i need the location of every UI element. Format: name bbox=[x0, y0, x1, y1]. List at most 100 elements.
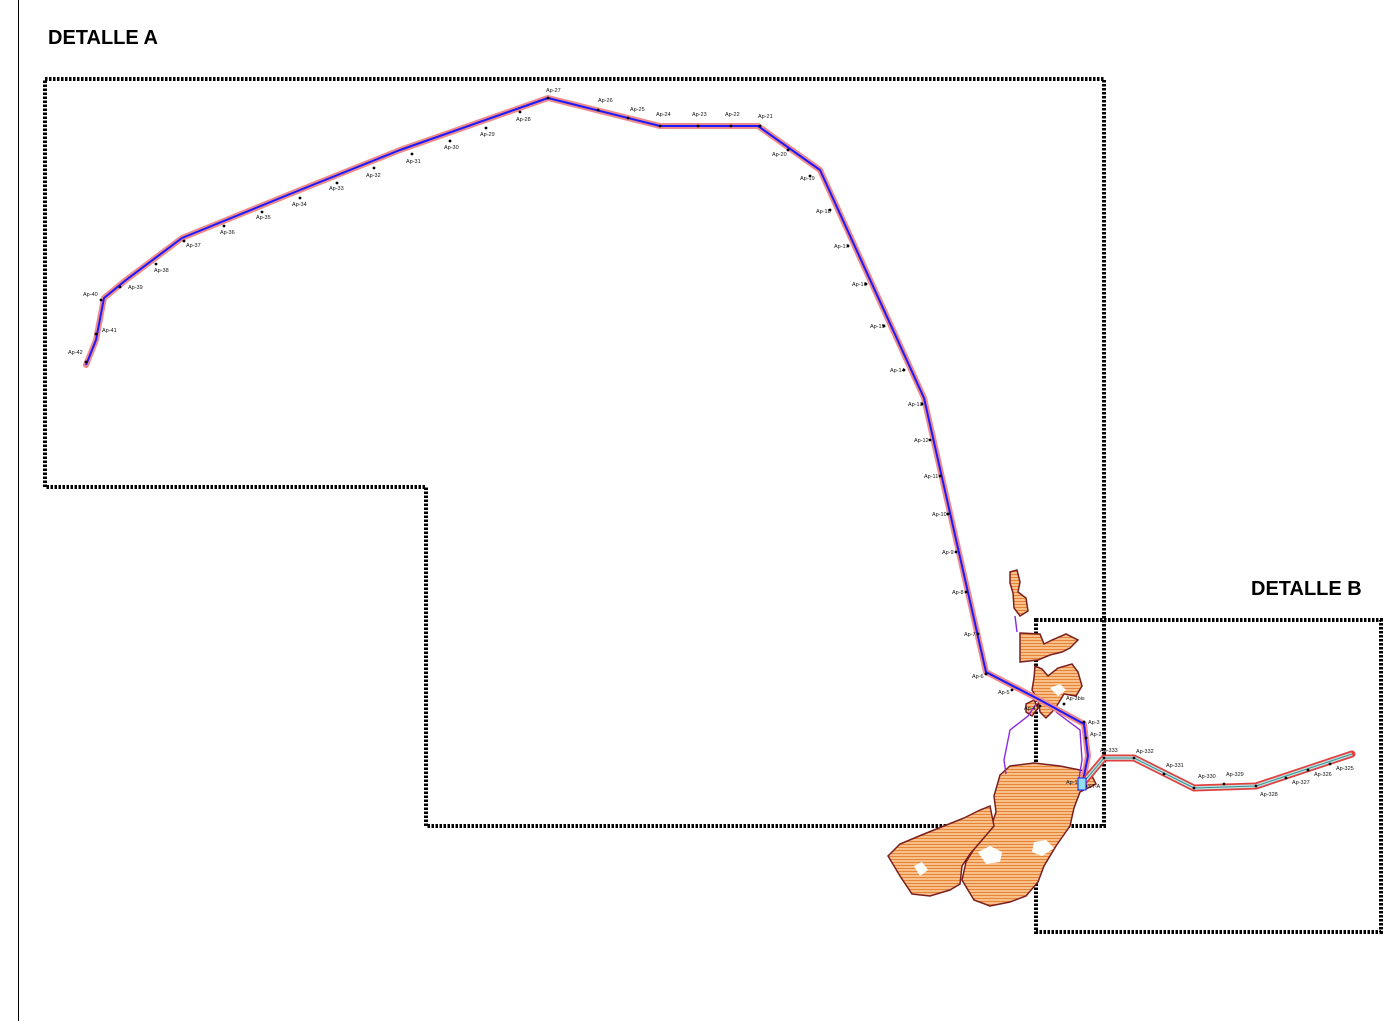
void-3 bbox=[914, 862, 928, 876]
route-a-tower-marker bbox=[928, 438, 932, 442]
route-a-tower-label: Ap-6 bbox=[972, 674, 984, 680]
route-a-tower-marker bbox=[984, 672, 988, 676]
route-a-tower-marker bbox=[1084, 736, 1088, 740]
route-a-tower-marker bbox=[696, 124, 700, 128]
route-a-tower-label: Ap-15 bbox=[870, 324, 885, 330]
route-a-tower-label: Ap-17 bbox=[834, 244, 849, 250]
route-a-tower-label: Ap-33 bbox=[329, 186, 344, 192]
route-a-tower-marker bbox=[298, 196, 302, 200]
parcel-block-upper bbox=[1019, 632, 1080, 663]
route-a-tower-marker bbox=[99, 298, 103, 302]
route-b-tower-label: Ap-331 bbox=[1166, 763, 1184, 769]
connectors bbox=[1003, 615, 1083, 785]
route-a-tower-marker bbox=[946, 512, 950, 516]
route-b-tower-label: Ap-326 bbox=[1314, 772, 1332, 778]
void-2 bbox=[1032, 840, 1054, 856]
route-a-tower-label: Ap-25 bbox=[630, 107, 645, 113]
route-a-tower-marker bbox=[964, 590, 968, 594]
route-a-tower-marker bbox=[546, 96, 550, 100]
route-a-buffer bbox=[83, 95, 1091, 789]
route-a-tower-label: Ap-26 bbox=[598, 98, 613, 104]
land-parcels bbox=[887, 569, 1098, 907]
parcel-voids bbox=[914, 684, 1066, 876]
route-b-tower-marker bbox=[1284, 776, 1288, 780]
route-a-tower-label: Ap-36 bbox=[220, 230, 235, 236]
route-a-tower-marker bbox=[260, 210, 264, 214]
route-a-tower-label: Ap-3bis bbox=[1066, 696, 1085, 702]
route-a-tower-label: Ap-4 bbox=[1024, 706, 1036, 712]
route-a-tower-marker bbox=[920, 402, 924, 406]
route-a-tower-marker bbox=[596, 108, 600, 112]
route-a-tower-label: Ap-5 bbox=[998, 690, 1010, 696]
route-a-tower-label: Ap-40 bbox=[83, 292, 98, 298]
route-a-tower-label: Ap-29 bbox=[480, 132, 495, 138]
route-b-tower-label: Ap-329 bbox=[1226, 772, 1244, 778]
route-a-tower-marker bbox=[182, 239, 186, 243]
route-a-tower-label: Ap-11 bbox=[924, 474, 938, 480]
route-a-tower-label: Ap-28 bbox=[516, 117, 531, 123]
route-a-tower-label: Ap-23 bbox=[692, 112, 707, 118]
route-a-tower-marker bbox=[658, 124, 662, 128]
detail-a-frame bbox=[43, 77, 1106, 828]
route-b-tower-marker bbox=[1254, 784, 1258, 788]
route-a-tower-marker bbox=[448, 139, 452, 143]
connector-middle bbox=[1003, 703, 1037, 775]
route-a-tower-label: Ap-20 bbox=[772, 152, 787, 158]
route-b-tower-marker bbox=[1328, 762, 1332, 766]
route-a-tower-label: Ap-34 bbox=[292, 202, 307, 208]
route-b-tower-marker bbox=[1306, 768, 1310, 772]
route-a-tower-label: Ap-16 bbox=[852, 282, 867, 288]
route-b-tower-label: Ap-330 bbox=[1198, 774, 1216, 780]
route-a-tower-marker bbox=[1062, 702, 1066, 706]
route-a-tower-label: Ap-3 bbox=[1088, 720, 1100, 726]
route-a-tower-marker bbox=[938, 474, 942, 478]
route-a-tower-label: Ap-19 bbox=[800, 176, 815, 182]
route-a-tower-marker bbox=[626, 116, 630, 120]
route-a-tower-label: Ap-24 bbox=[656, 112, 671, 118]
route-a-tower-label: Ap-8 bbox=[952, 590, 964, 596]
route-a-tower-label: Ap-12 bbox=[914, 438, 929, 444]
route-a-tower-label: Ap-27 bbox=[546, 88, 561, 94]
route-a-tower-marker bbox=[84, 360, 88, 364]
route-a-tower-marker bbox=[786, 148, 790, 152]
void-4 bbox=[1050, 684, 1066, 696]
connector-north bbox=[1014, 615, 1018, 633]
route-b-tower-marker bbox=[1222, 782, 1226, 786]
route-b-tower-label: Ap-327 bbox=[1292, 780, 1310, 786]
route-a-tower-marker bbox=[976, 632, 980, 636]
sheet-border-line bbox=[18, 0, 19, 1021]
route-a-tower-marker bbox=[410, 152, 414, 156]
parcel-north-strip bbox=[1009, 569, 1029, 618]
route-b-tower-marker bbox=[1162, 772, 1166, 776]
route-a-tower-marker bbox=[902, 368, 906, 372]
route-b-tower-marker bbox=[1192, 786, 1196, 790]
route-a-tower-label: Ap-13 bbox=[908, 402, 923, 408]
route-a-tower-marker bbox=[1082, 720, 1086, 724]
route-a-tower-marker bbox=[882, 324, 886, 328]
connector-east bbox=[1055, 711, 1083, 785]
route-a-tower-marker bbox=[758, 124, 762, 128]
route-b-tower-marker bbox=[1102, 756, 1106, 760]
route-a-towers: Ap-42 Ap-41 Ap-40 Ap-39 Ap-38 Ap-37 Ap-36 Ap-35… bbox=[68, 88, 1102, 786]
route-a-tower-marker bbox=[335, 181, 339, 185]
route-a-tower-label: Ap-10 bbox=[932, 512, 947, 518]
route-a-line bbox=[85, 97, 1089, 787]
parcel-small-west bbox=[1025, 698, 1039, 718]
route-a-tower-marker bbox=[828, 208, 832, 212]
route-a-tower-label: Ap-30 bbox=[444, 145, 459, 151]
route-a-tower-marker bbox=[372, 166, 376, 170]
route-a-tower-marker bbox=[846, 244, 850, 248]
void-1 bbox=[978, 846, 1002, 864]
detail-a-title: DETALLE A bbox=[48, 27, 158, 49]
route-a: Ap-42 Ap-41 Ap-40 Ap-39 Ap-38 Ap-37 Ap-36 Ap-35… bbox=[68, 88, 1102, 789]
route-b-tower-label: Ap-328 bbox=[1260, 792, 1278, 798]
route-a-tower-marker bbox=[518, 110, 522, 114]
route-b-tower-label: ST-A bbox=[1088, 784, 1101, 790]
route-a-tower-label: Ap-9 bbox=[942, 550, 954, 556]
route-a-tower-label: Ap-7 bbox=[964, 632, 976, 638]
route-b-tower-label: Ap-332 bbox=[1136, 749, 1154, 755]
route-a-tower-label: Ap-42 bbox=[68, 350, 83, 356]
route-a-tower-label: Ap-41 bbox=[102, 328, 117, 334]
